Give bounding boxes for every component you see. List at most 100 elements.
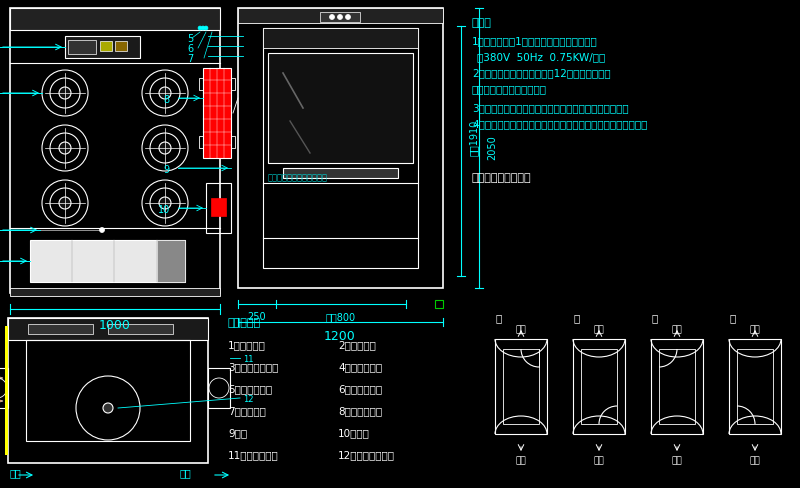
Text: 4、如无其它特殊说明，加工工艺及配置均按本公司标准制作。: 4、如无其它特殊说明，加工工艺及配置均按本公司标准制作。 (472, 119, 647, 129)
Bar (435, 300, 443, 308)
Text: Ⓑ: Ⓑ (573, 313, 579, 323)
Text: 入口: 入口 (516, 456, 526, 465)
Text: 12、内嵌式照明灯: 12、内嵌式照明灯 (338, 450, 395, 460)
Text: 10: 10 (158, 205, 170, 215)
Circle shape (159, 142, 171, 154)
Text: 广州标淨净化设备有限公司: 广州标淨净化设备有限公司 (268, 173, 328, 182)
Bar (26, 340, 190, 441)
Bar (30, 240, 185, 282)
Text: 1、控制面板: 1、控制面板 (228, 340, 266, 350)
Text: 5: 5 (186, 34, 193, 44)
Text: 入口: 入口 (594, 456, 604, 465)
Text: 出口: 出口 (594, 325, 604, 334)
Text: 7: 7 (186, 54, 193, 64)
Text: 说明：: 说明： (472, 18, 492, 28)
Circle shape (198, 26, 202, 30)
Circle shape (103, 403, 113, 413)
Text: Ⓒ: Ⓒ (651, 313, 658, 323)
Text: 1、风淋室采用1台蜀蔓大风量低噪音风机；: 1、风淋室采用1台蜀蔓大风量低噪音风机； (472, 36, 598, 46)
Text: 出门: 出门 (180, 468, 192, 478)
Bar (268, 53, 413, 163)
Text: 250: 250 (248, 312, 266, 322)
Bar (68, 40, 96, 54)
Bar (199, 78, 203, 90)
Bar (573, 339, 625, 434)
Bar (5, 326, 8, 455)
Text: 9、门: 9、门 (228, 428, 247, 438)
Bar (10, 288, 220, 296)
Text: 1000: 1000 (99, 319, 131, 332)
Bar (659, 349, 695, 424)
Text: 可以达到很好的吹风效果；: 可以达到很好的吹风效果； (472, 84, 547, 94)
Text: 2、风淋室采用双面吹风，配12个不锈销射器，: 2、风淋室采用双面吹风，配12个不锈销射器， (472, 68, 610, 78)
Bar (115, 41, 127, 51)
Bar (263, 28, 418, 268)
Text: 3、控制系统：采用人性化语音提示，电子手自动控制；: 3、控制系统：采用人性化语音提示，电子手自动控制； (472, 103, 629, 113)
Text: （380V  50Hz  0.75KW/台）: （380V 50Hz 0.75KW/台） (477, 52, 606, 62)
Bar (0, 368, 8, 408)
Bar (238, 8, 443, 288)
Text: Ⓓ: Ⓓ (729, 313, 735, 323)
Text: 8: 8 (164, 95, 170, 105)
Bar (208, 368, 230, 408)
Text: 8、高效过滤器: 8、高效过滤器 (338, 406, 382, 416)
Text: 6、工作指示灯: 6、工作指示灯 (338, 384, 382, 394)
Polygon shape (0, 396, 3, 406)
Text: 内空800: 内空800 (326, 312, 356, 322)
Text: 内空1910: 内空1910 (469, 120, 479, 156)
Bar (263, 28, 418, 48)
Text: 5、电源指示灯: 5、电源指示灯 (228, 384, 272, 394)
Text: 11: 11 (243, 355, 254, 364)
Text: 11、自动门门器: 11、自动门门器 (228, 450, 278, 460)
Bar (203, 68, 231, 158)
Bar (108, 324, 173, 334)
Text: 1200: 1200 (324, 330, 356, 343)
Text: 2050: 2050 (487, 136, 497, 161)
Bar (231, 136, 235, 148)
Circle shape (59, 197, 71, 209)
Bar (157, 240, 185, 282)
Circle shape (159, 197, 171, 209)
Text: 2、气流射器: 2、气流射器 (338, 340, 376, 350)
Bar (320, 12, 360, 22)
Circle shape (338, 15, 342, 20)
Text: 10、风机: 10、风机 (338, 428, 370, 438)
Bar (651, 339, 703, 434)
Text: 12: 12 (243, 395, 254, 404)
Bar (65, 36, 140, 58)
Text: 入口: 入口 (750, 456, 760, 465)
Bar (729, 339, 781, 434)
Text: 开门方向：任选一种: 开门方向：任选一种 (472, 173, 532, 183)
Bar (10, 8, 220, 30)
Text: 7、急停开关: 7、急停开关 (228, 406, 266, 416)
Text: 图解说明：: 图解说明： (228, 318, 261, 328)
Bar (28, 324, 93, 334)
Bar (211, 198, 226, 216)
Text: 9: 9 (164, 165, 170, 175)
Circle shape (99, 227, 105, 232)
Text: 4、初效过滤器: 4、初效过滤器 (338, 362, 382, 372)
Circle shape (59, 87, 71, 99)
Bar (231, 78, 235, 90)
Bar (737, 349, 773, 424)
Bar (238, 8, 443, 23)
Bar (283, 168, 398, 178)
Circle shape (330, 15, 334, 20)
Text: Ⓐ: Ⓐ (495, 313, 502, 323)
Text: 出口: 出口 (672, 325, 682, 334)
Bar (8, 318, 208, 463)
Bar (503, 349, 539, 424)
Text: 入口: 入口 (672, 456, 682, 465)
Bar (10, 8, 220, 293)
Circle shape (59, 142, 71, 154)
Bar (581, 349, 617, 424)
Bar (8, 318, 208, 340)
Bar (100, 41, 112, 51)
Circle shape (204, 26, 208, 30)
Text: 出口: 出口 (516, 325, 526, 334)
Text: 3、红外线感应器: 3、红外线感应器 (228, 362, 278, 372)
Bar (206, 183, 231, 233)
Circle shape (159, 87, 171, 99)
Text: 出口: 出口 (750, 325, 760, 334)
Circle shape (201, 26, 205, 30)
